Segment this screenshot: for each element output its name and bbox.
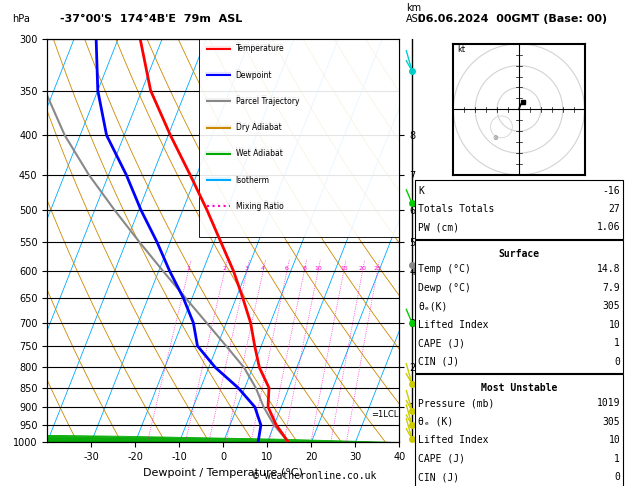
Text: 14.8: 14.8	[597, 264, 620, 274]
Text: hPa: hPa	[13, 14, 30, 24]
X-axis label: Dewpoint / Temperature (°C): Dewpoint / Temperature (°C)	[143, 468, 303, 478]
Text: 1: 1	[615, 338, 620, 348]
Text: 0: 0	[615, 357, 620, 366]
Text: Lifted Index: Lifted Index	[418, 320, 489, 330]
Text: CIN (J): CIN (J)	[418, 472, 459, 482]
Text: 06.06.2024  00GMT (Base: 00): 06.06.2024 00GMT (Base: 00)	[418, 14, 608, 24]
Text: 10: 10	[314, 266, 322, 271]
Text: Pressure (mb): Pressure (mb)	[418, 399, 494, 408]
Text: ⊗: ⊗	[493, 135, 499, 141]
Text: 15: 15	[340, 266, 348, 271]
Text: kt: kt	[458, 46, 466, 54]
Text: 305: 305	[603, 301, 620, 311]
Text: 8: 8	[303, 266, 306, 271]
Text: Dry Adiabat: Dry Adiabat	[236, 121, 281, 130]
Text: 1: 1	[615, 454, 620, 464]
Text: 0: 0	[615, 472, 620, 482]
Text: Lifted Index: Lifted Index	[418, 435, 489, 445]
Text: CAPE (J): CAPE (J)	[418, 338, 465, 348]
Text: 4: 4	[261, 266, 265, 271]
Text: Wet Adiabat: Wet Adiabat	[236, 147, 282, 156]
Text: Most Unstable: Most Unstable	[481, 382, 557, 393]
Text: 10: 10	[608, 435, 620, 445]
Text: 1: 1	[186, 266, 191, 271]
Text: Wet Adiabat: Wet Adiabat	[236, 149, 282, 158]
Text: 27: 27	[608, 204, 620, 214]
Text: 10: 10	[608, 320, 620, 330]
Text: Parcel Trajectory: Parcel Trajectory	[236, 95, 299, 104]
Text: 2: 2	[223, 266, 226, 271]
Text: Dewp (°C): Dewp (°C)	[418, 283, 471, 293]
Text: 6: 6	[285, 266, 289, 271]
Y-axis label: Mixing Ratio (g/kg): Mixing Ratio (g/kg)	[422, 194, 432, 287]
Text: -16: -16	[603, 186, 620, 195]
Text: km
ASL: km ASL	[406, 3, 424, 24]
Text: Mixing Ratio: Mixing Ratio	[236, 202, 284, 211]
Text: 305: 305	[603, 417, 620, 427]
Text: θₑ (K): θₑ (K)	[418, 417, 454, 427]
Text: Temperature: Temperature	[236, 42, 284, 52]
Text: 3: 3	[245, 266, 249, 271]
Text: Dry Adiabat: Dry Adiabat	[236, 123, 281, 132]
Text: CAPE (J): CAPE (J)	[418, 454, 465, 464]
Text: Isotherm: Isotherm	[236, 174, 270, 183]
Text: Parcel Trajectory: Parcel Trajectory	[236, 97, 299, 106]
Text: θₑ(K): θₑ(K)	[418, 301, 448, 311]
Text: CIN (J): CIN (J)	[418, 357, 459, 366]
Text: Surface: Surface	[498, 248, 540, 259]
Text: Temp (°C): Temp (°C)	[418, 264, 471, 274]
Text: =1LCL: =1LCL	[371, 410, 399, 419]
FancyBboxPatch shape	[199, 39, 399, 237]
Text: Dewpoint: Dewpoint	[236, 69, 272, 78]
Text: © weatheronline.co.uk: © weatheronline.co.uk	[253, 471, 376, 481]
Text: Temperature: Temperature	[236, 44, 284, 53]
Text: -37°00'S  174°4B'E  79m  ASL: -37°00'S 174°4B'E 79m ASL	[60, 14, 242, 24]
Text: PW (cm): PW (cm)	[418, 223, 459, 232]
Text: 7.9: 7.9	[603, 283, 620, 293]
Text: K: K	[418, 186, 424, 195]
Text: 20: 20	[359, 266, 367, 271]
Text: Totals Totals: Totals Totals	[418, 204, 494, 214]
Text: 1019: 1019	[597, 399, 620, 408]
Text: 1.06: 1.06	[597, 223, 620, 232]
Text: Dewpoint: Dewpoint	[236, 70, 272, 80]
Text: Isotherm: Isotherm	[236, 175, 270, 185]
Text: Mixing Ratio: Mixing Ratio	[236, 200, 284, 209]
Text: 25: 25	[374, 266, 381, 271]
